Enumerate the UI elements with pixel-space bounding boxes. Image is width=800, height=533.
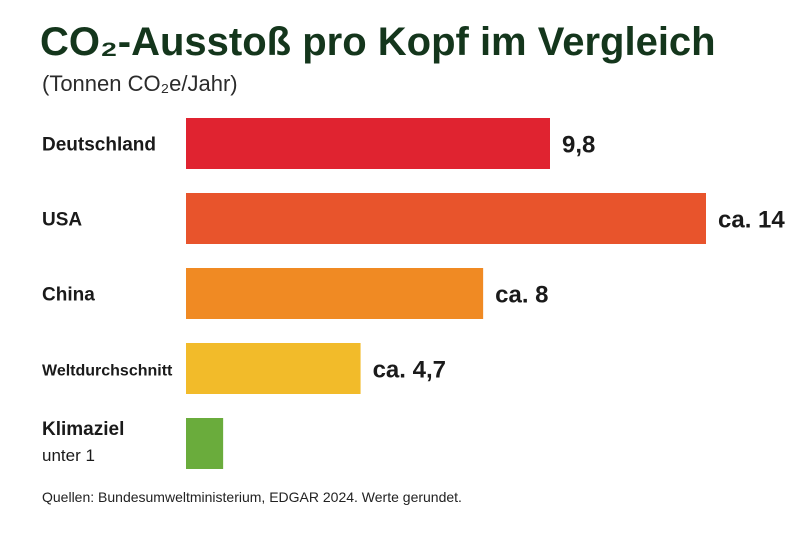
category-label-3: Weltdurchschnitt [42,363,173,380]
category-label-0: Deutschland [42,135,156,156]
category-label-1: USA [42,210,82,231]
bar-3 [186,343,361,394]
bar-4 [186,418,224,469]
source-note: Quellen: Bundesumweltministerium, EDGAR … [42,489,462,505]
value-label-0: 9,8 [562,132,595,159]
category-label-4: Klimaziel [42,419,124,440]
chart-title: CO₂-Ausstoß pro Kopf im Vergleich [40,20,716,64]
category-label-2: China [42,285,95,306]
chart-subtitle: (Tonnen CO₂e/Jahr) [42,71,238,96]
bar-0 [186,118,550,169]
value-label-1: ca. 14 [718,207,785,234]
category-sublabel-4: unter 1 [42,446,95,465]
value-label-3: ca. 4,7 [373,357,446,384]
value-label-2: ca. 8 [495,282,548,309]
bar-2 [186,268,484,319]
bar-1 [186,193,706,244]
